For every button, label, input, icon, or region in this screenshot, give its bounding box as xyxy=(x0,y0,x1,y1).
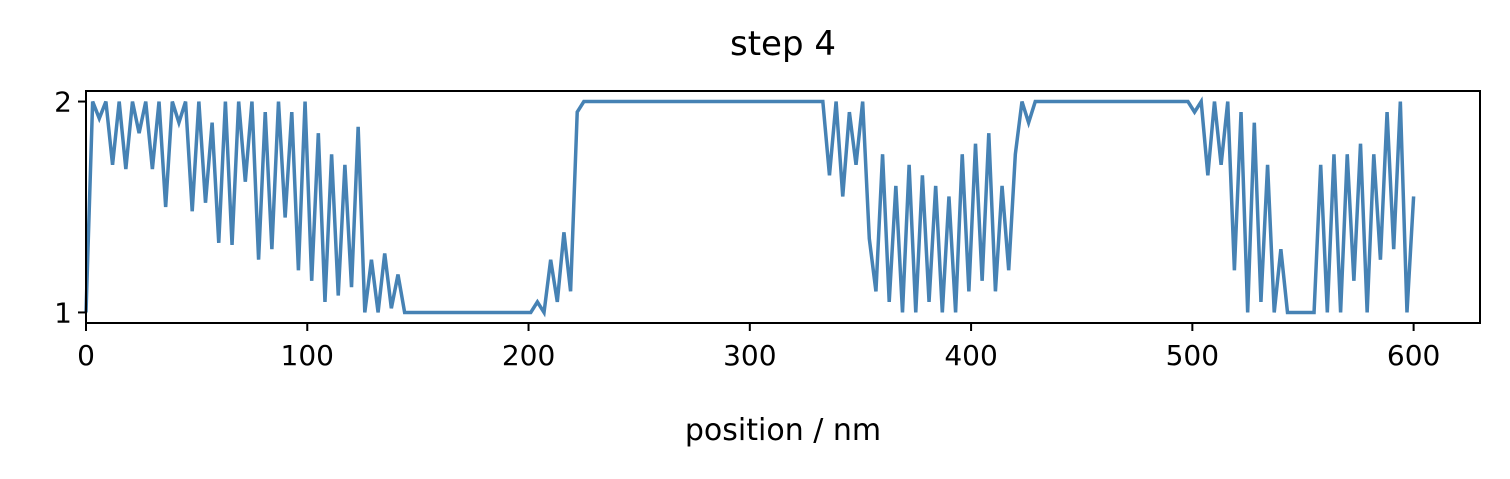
x-tick-label: 400 xyxy=(944,339,997,372)
x-tick-label: 500 xyxy=(1166,339,1219,372)
x-tick-label: 600 xyxy=(1387,339,1440,372)
x-tick-label: 0 xyxy=(77,339,95,372)
data-line xyxy=(84,96,1416,318)
y-tick-label: 2 xyxy=(54,86,72,119)
plot-frame xyxy=(85,90,1481,324)
x-tick-label: 300 xyxy=(723,339,776,372)
x-tick-label: 100 xyxy=(281,339,334,372)
x-axis-label: position / nm xyxy=(685,413,881,448)
chart-title: step 4 xyxy=(730,24,836,64)
y-tick-label: 1 xyxy=(54,296,72,329)
x-tick-label: 200 xyxy=(502,339,555,372)
